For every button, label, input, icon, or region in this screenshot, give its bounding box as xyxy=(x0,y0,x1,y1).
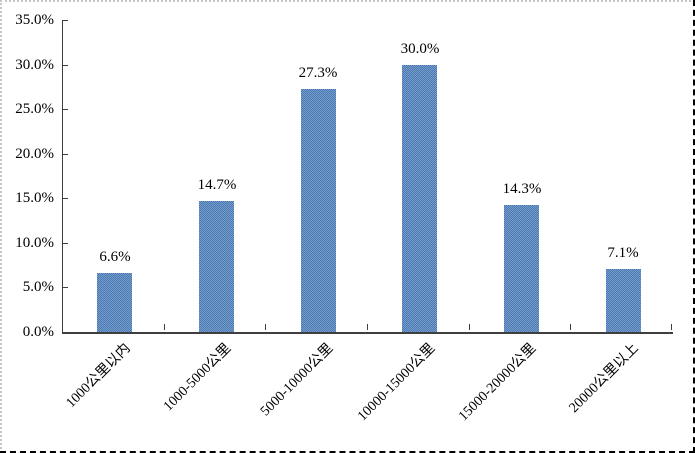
y-axis-tick-label: 10.0% xyxy=(15,235,54,251)
y-axis-tick-label: 5.0% xyxy=(22,279,54,295)
x-axis-tick xyxy=(570,324,571,330)
y-axis-tick xyxy=(62,154,68,155)
bar xyxy=(504,205,539,332)
y-axis-line xyxy=(62,20,63,334)
x-axis-tick xyxy=(265,324,266,330)
x-axis-tick xyxy=(164,324,165,330)
bar xyxy=(301,89,336,332)
bar xyxy=(199,201,234,332)
x-axis-tick xyxy=(671,324,672,330)
x-axis-category-label: 10000-15000公里 xyxy=(355,341,439,425)
bar-value-label: 14.3% xyxy=(502,181,542,197)
plot-area: 6.6% 14.7% 27.3% 30.0% 14.3% 7.1% xyxy=(62,20,672,332)
y-axis-tick-label: 30.0% xyxy=(15,57,54,73)
y-axis-tick xyxy=(62,287,68,288)
bar xyxy=(97,273,132,332)
x-axis-tick xyxy=(367,324,368,330)
x-axis-category-label: 1000公里以内 xyxy=(63,341,134,412)
x-axis-category-label: 5000-10000公里 xyxy=(258,341,337,420)
bar xyxy=(606,269,641,332)
y-axis-tick-label: 20.0% xyxy=(15,146,54,162)
y-axis-tick-label: 35.0% xyxy=(15,12,54,28)
y-axis-tick xyxy=(62,20,68,21)
x-axis-tick xyxy=(469,324,470,330)
y-axis-tick-label: 0.0% xyxy=(22,324,54,340)
bar-value-label: 6.6% xyxy=(99,249,131,265)
y-axis-tick-label: 25.0% xyxy=(15,101,54,117)
bar-value-label: 27.3% xyxy=(298,65,338,81)
bar-value-label: 7.1% xyxy=(607,245,639,261)
y-axis-tick xyxy=(62,65,68,66)
x-axis-category-label: 15000-20000公里 xyxy=(456,341,540,425)
x-axis-category-label: 1000-5000公里 xyxy=(161,341,235,415)
bar-value-label: 30.0% xyxy=(400,41,440,57)
y-axis-labels: 0.0% 5.0% 10.0% 15.0% 20.0% 25.0% 30.0% 35.0% xyxy=(0,0,54,453)
bar-value-label: 14.7% xyxy=(197,177,237,193)
x-axis-category-label: 20000公里以上 xyxy=(566,341,642,416)
y-axis-tick xyxy=(62,243,68,244)
x-axis-line xyxy=(62,332,673,334)
bar xyxy=(402,65,437,332)
y-axis-tick xyxy=(62,109,68,110)
y-axis-tick xyxy=(62,198,68,199)
y-axis-tick-label: 15.0% xyxy=(15,190,54,206)
